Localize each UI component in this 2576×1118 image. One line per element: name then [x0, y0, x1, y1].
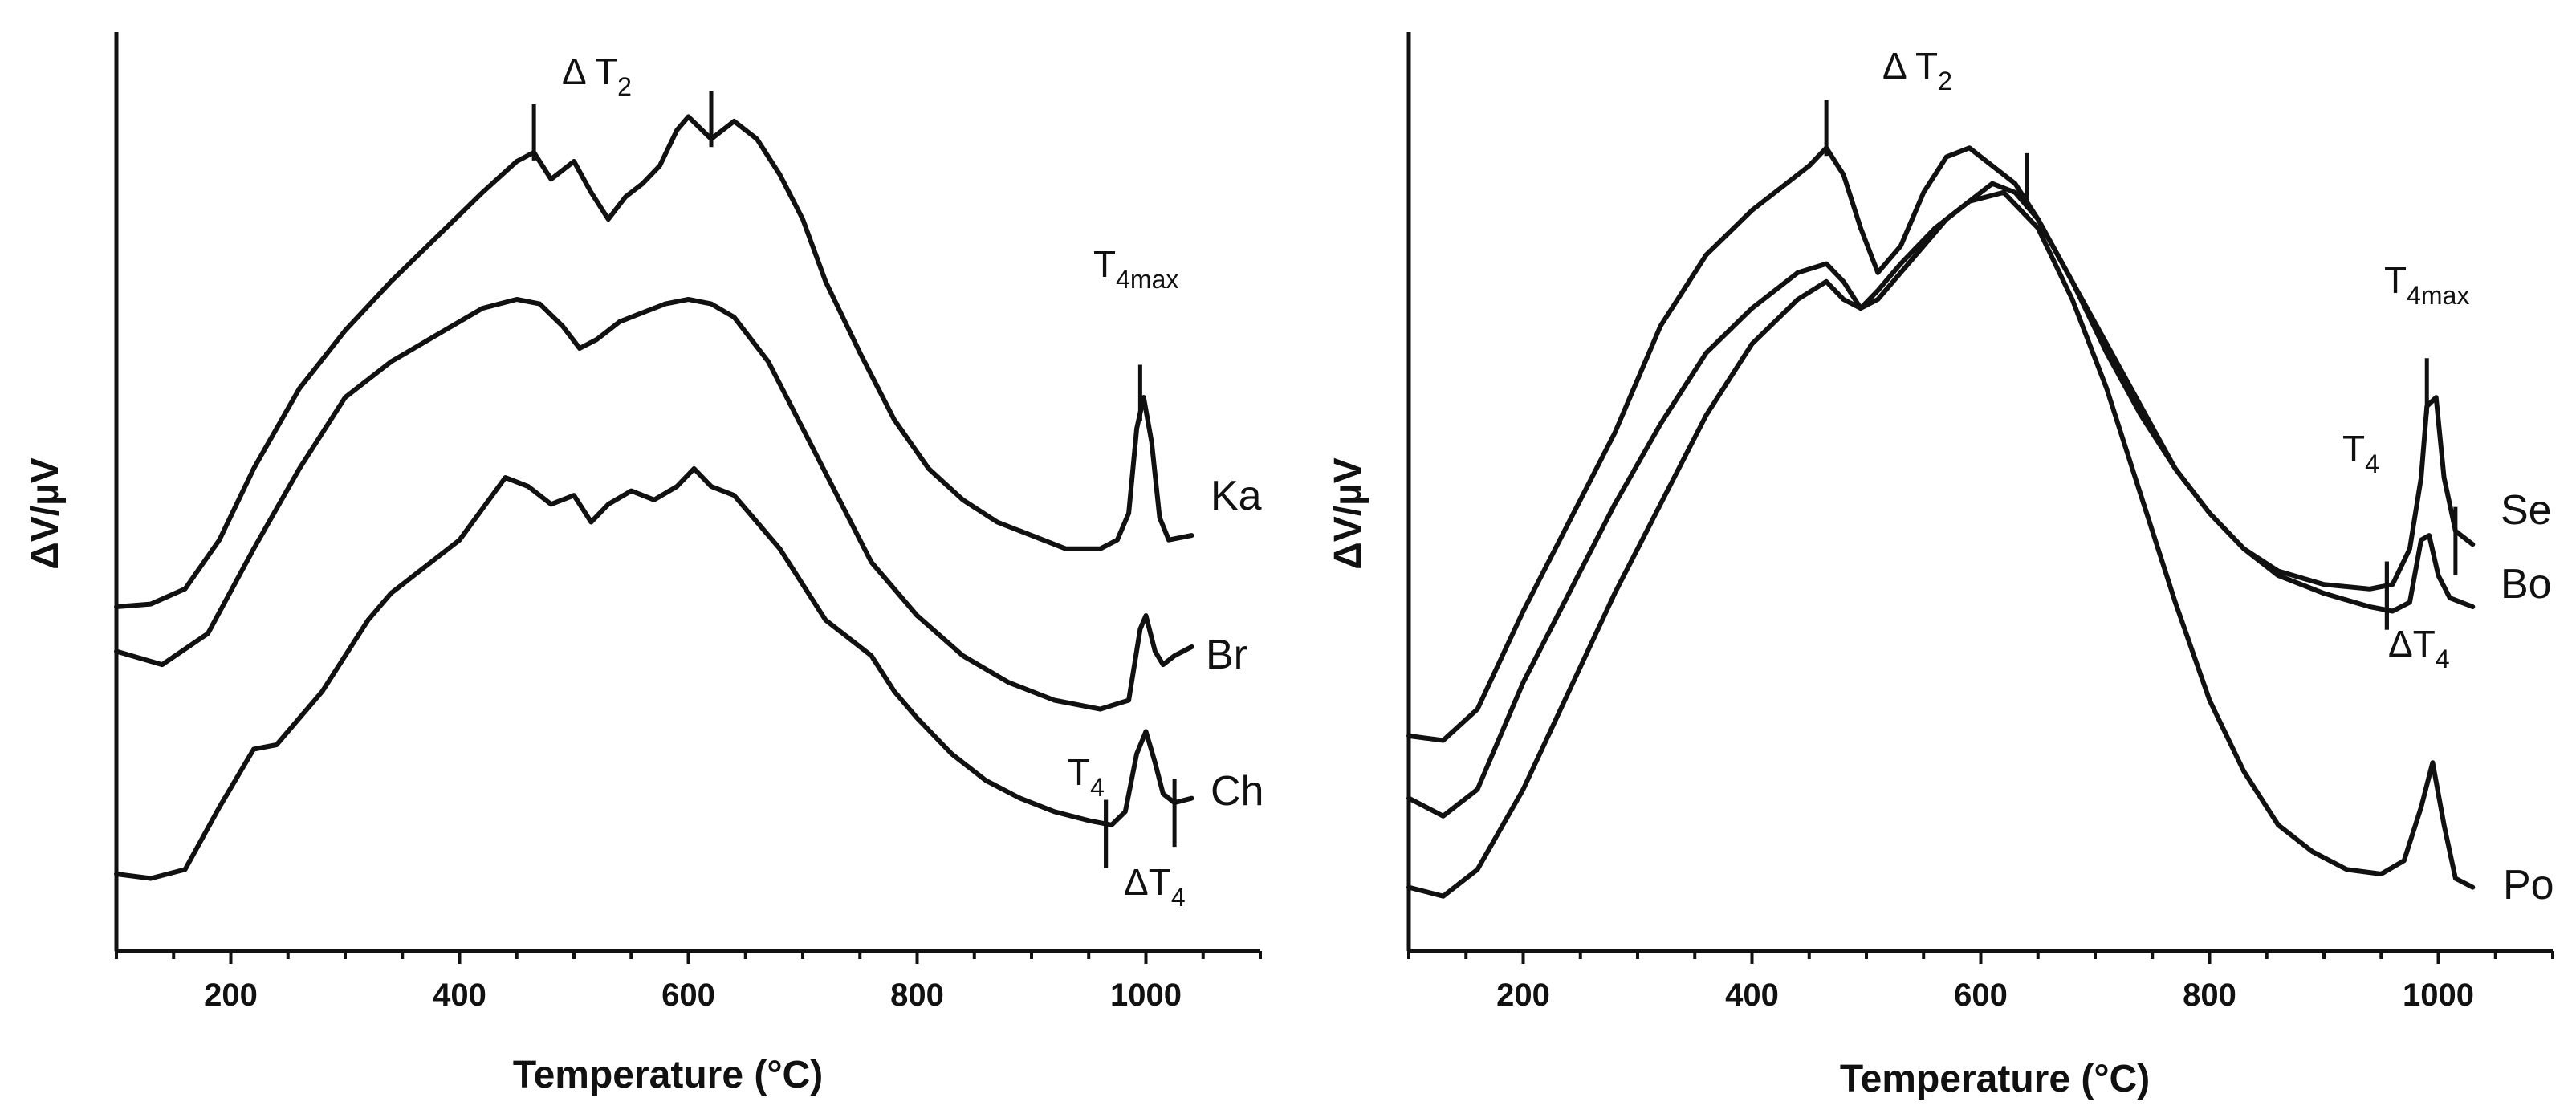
x-tick-label: 800	[2183, 978, 2236, 1013]
curve-label-po: Po	[2503, 862, 2554, 909]
curves-left	[114, 114, 1194, 881]
panel-left: 200 400 600 800 1000 Temperature (°C) ΔV/µV …	[24, 32, 1264, 1096]
series-line-br	[114, 297, 1194, 712]
annotations-left: Δ T2 T4max T4 ΔT4	[531, 51, 1186, 912]
t4max-label-left: T4max	[1093, 243, 1178, 294]
series-line-ch	[114, 465, 1194, 881]
delta-t4-label-right: ΔT4	[2388, 623, 2450, 673]
panel-right: 200 400 600 800 1000 Temperature (°C) ΔV/µV …	[1327, 32, 2554, 1100]
delta-t2-label-right: Δ T2	[1882, 45, 1952, 96]
annotations-right: Δ T2 T4max T4 ΔT4	[1824, 45, 2469, 673]
series-line-se	[1406, 145, 2476, 743]
x-tick-label: 1000	[1110, 978, 1182, 1013]
series-line-bo	[1406, 181, 2476, 819]
x-tick-label: 200	[204, 978, 258, 1013]
t4max-label-right: T4max	[2384, 259, 2469, 310]
x-axis-title-left: Temperature (°C)	[513, 1054, 823, 1096]
curve-label-se: Se	[2501, 487, 2552, 534]
y-axis-title-right: ΔV/µV	[1327, 457, 1369, 570]
curve-label-bo: Bo	[2501, 561, 2552, 608]
x-tick-label: 400	[433, 978, 486, 1013]
curve-labels-left: Ka Br Ch	[1206, 473, 1264, 815]
y-axis-title-left: ΔV/µV	[24, 457, 67, 570]
curve-labels-right: Se Bo Po	[2501, 487, 2554, 909]
series-line-po	[1406, 189, 2476, 899]
curve-label-br: Br	[1206, 632, 1247, 678]
series-line-ka	[114, 114, 1194, 609]
t4-label-right: T4	[2342, 428, 2379, 478]
x-tick-label: 600	[661, 978, 715, 1013]
x-tick-label: 800	[890, 978, 944, 1013]
x-tick-label: 400	[1725, 978, 1779, 1013]
delta-t2-label-left: Δ T2	[562, 51, 632, 101]
curve-label-ka: Ka	[1211, 473, 1262, 519]
x-tick-label: 200	[1496, 978, 1550, 1013]
curve-label-ch: Ch	[1211, 768, 1264, 815]
x-axis-title-right: Temperature (°C)	[1840, 1058, 2150, 1100]
x-tick-label: 600	[1954, 978, 2008, 1013]
x-tick-label: 1000	[2403, 978, 2474, 1013]
x-ticks-left: 200 400 600 800 1000	[115, 951, 1262, 1013]
delta-t4-label-left: ΔT4	[1124, 861, 1186, 912]
t4-label-left: T4	[1068, 751, 1105, 802]
curves-right	[1406, 145, 2476, 899]
x-ticks-right: 200 400 600 800 1000	[1407, 951, 2554, 1013]
